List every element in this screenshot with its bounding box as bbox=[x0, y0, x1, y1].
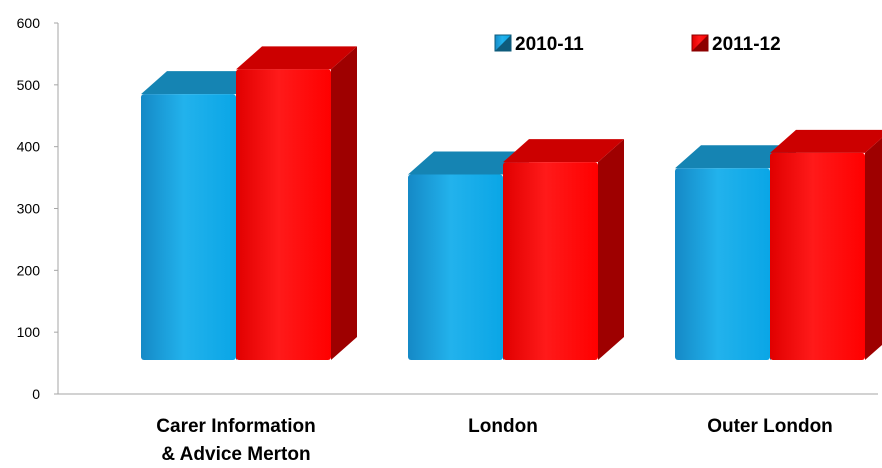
bar-top-face bbox=[675, 145, 796, 169]
category-label: Carer Information & Advice Merton bbox=[156, 416, 315, 465]
legend-swatch-shade bbox=[692, 35, 708, 51]
bar-front-face bbox=[236, 69, 331, 360]
bar-side-face bbox=[331, 46, 357, 360]
category-label: Outer London bbox=[707, 416, 833, 437]
y-tick-label: 600 bbox=[17, 15, 41, 31]
y-tick-label: 500 bbox=[17, 77, 41, 93]
category-label-line: Outer London bbox=[707, 416, 833, 437]
bar-top-face bbox=[141, 71, 262, 95]
y-tick-label: 100 bbox=[17, 324, 41, 340]
legend-label: 2011-12 bbox=[712, 34, 781, 55]
y-tick-label: 400 bbox=[17, 139, 41, 155]
bar-front-face bbox=[503, 162, 598, 360]
bar-side-face bbox=[598, 139, 624, 360]
category-label: London bbox=[468, 416, 538, 437]
bar-top-face bbox=[770, 129, 882, 153]
legend-label: 2010-11 bbox=[515, 34, 584, 55]
bar-front-face bbox=[770, 152, 865, 360]
bar-top-face bbox=[503, 139, 624, 163]
bar-series-2 bbox=[236, 46, 357, 360]
bar-front-face bbox=[141, 94, 236, 360]
bar-series-2 bbox=[770, 129, 882, 360]
bar-top-face bbox=[408, 151, 529, 175]
legend-entry: 2011-12 bbox=[691, 34, 781, 55]
y-tick-label: 200 bbox=[17, 262, 41, 278]
category-label-line: Carer Information bbox=[156, 416, 315, 437]
y-tick-label: 300 bbox=[17, 201, 41, 217]
legend-swatch-shade bbox=[495, 35, 511, 51]
bar-top-face bbox=[236, 46, 357, 70]
bar-front-face bbox=[675, 168, 770, 360]
category-label-line: & Advice Merton bbox=[161, 444, 310, 465]
bar-series-2 bbox=[503, 139, 624, 360]
bar-front-face bbox=[408, 174, 503, 360]
bar-side-face bbox=[865, 137, 882, 360]
legend-entry: 2010-11 bbox=[494, 34, 584, 55]
y-tick-label: 0 bbox=[32, 386, 40, 402]
category-label-line: London bbox=[468, 416, 538, 437]
